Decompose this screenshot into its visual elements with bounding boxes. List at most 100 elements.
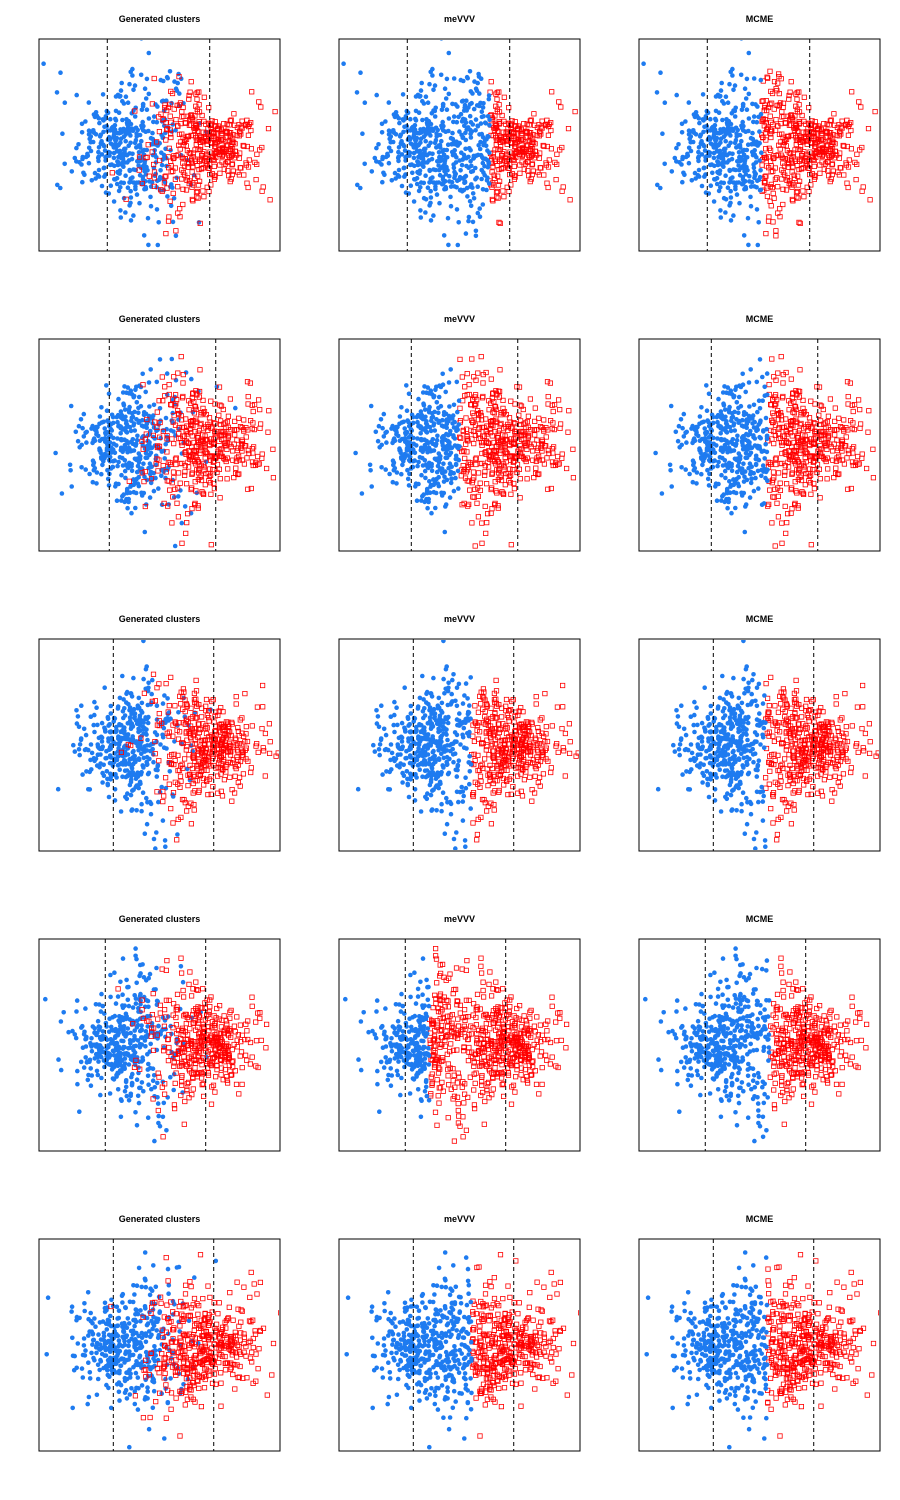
data-point-cluster-1 bbox=[125, 160, 130, 165]
data-point-cluster-1 bbox=[105, 467, 110, 473]
data-point-cluster-2 bbox=[179, 395, 186, 401]
data-point-cluster-2 bbox=[151, 75, 157, 82]
data-point-cluster-1 bbox=[96, 167, 102, 173]
data-point-cluster-2 bbox=[768, 169, 774, 175]
data-point-cluster-2 bbox=[768, 119, 774, 125]
data-point-cluster-2 bbox=[853, 459, 859, 466]
data-point-cluster-1 bbox=[142, 162, 147, 168]
data-point-cluster-2 bbox=[552, 401, 558, 408]
data-point-cluster-1 bbox=[442, 529, 448, 535]
data-point-cluster-2 bbox=[780, 380, 786, 386]
data-point-cluster-2 bbox=[493, 453, 499, 459]
data-point-cluster-1 bbox=[477, 132, 482, 137]
data-point-cluster-2 bbox=[140, 446, 146, 452]
data-point-cluster-1 bbox=[426, 118, 432, 124]
data-point-cluster-2 bbox=[776, 470, 782, 476]
data-point-cluster-2 bbox=[547, 380, 554, 386]
data-point-cluster-2 bbox=[493, 391, 500, 397]
data-point-cluster-2 bbox=[494, 89, 500, 96]
data-point-cluster-2 bbox=[171, 106, 177, 112]
data-point-cluster-1 bbox=[404, 408, 410, 414]
data-point-cluster-2 bbox=[773, 228, 779, 234]
data-point-cluster-1 bbox=[725, 385, 731, 390]
data-point-cluster-2 bbox=[535, 445, 541, 451]
data-point-cluster-1 bbox=[143, 450, 149, 456]
data-point-cluster-2 bbox=[811, 163, 817, 169]
data-point-cluster-2 bbox=[522, 420, 529, 426]
data-point-cluster-2 bbox=[469, 480, 475, 486]
data-point-cluster-1 bbox=[701, 165, 707, 171]
data-point-cluster-2 bbox=[194, 128, 201, 134]
data-point-cluster-2 bbox=[808, 182, 814, 188]
data-point-cluster-2 bbox=[483, 449, 489, 455]
data-point-cluster-2 bbox=[779, 460, 785, 467]
data-point-cluster-2 bbox=[500, 461, 507, 467]
data-point-cluster-1 bbox=[128, 188, 133, 194]
data-point-cluster-1 bbox=[763, 415, 769, 421]
data-point-cluster-1 bbox=[739, 138, 744, 144]
data-point-cluster-1 bbox=[720, 98, 725, 104]
data-point-cluster-2 bbox=[155, 468, 161, 474]
data-point-cluster-1 bbox=[418, 136, 424, 141]
data-point-cluster-1 bbox=[750, 136, 756, 142]
data-point-cluster-2 bbox=[222, 456, 228, 463]
data-point-cluster-2 bbox=[806, 188, 812, 195]
data-point-cluster-2 bbox=[194, 188, 200, 195]
data-point-cluster-2 bbox=[243, 443, 249, 449]
data-point-cluster-2 bbox=[825, 466, 831, 472]
data-point-cluster-1 bbox=[722, 149, 727, 154]
data-point-cluster-2 bbox=[109, 170, 115, 176]
data-point-cluster-1 bbox=[430, 66, 435, 72]
data-point-cluster-1 bbox=[449, 149, 455, 155]
data-point-cluster-2 bbox=[836, 155, 843, 161]
data-point-cluster-2 bbox=[235, 445, 241, 451]
data-point-cluster-2 bbox=[482, 469, 488, 475]
data-point-cluster-1 bbox=[106, 391, 112, 397]
data-point-cluster-1 bbox=[466, 218, 471, 224]
data-point-cluster-2 bbox=[811, 441, 818, 447]
data-point-cluster-1 bbox=[418, 431, 424, 436]
data-point-cluster-1 bbox=[406, 391, 412, 397]
data-point-cluster-2 bbox=[218, 453, 224, 459]
data-point-cluster-1 bbox=[120, 154, 126, 160]
data-point-cluster-1 bbox=[759, 467, 764, 473]
data-point-cluster-2 bbox=[841, 172, 847, 178]
data-point-cluster-2 bbox=[818, 421, 824, 428]
data-point-cluster-1 bbox=[111, 132, 117, 137]
data-point-cluster-1 bbox=[132, 83, 138, 88]
data-point-cluster-2 bbox=[779, 114, 785, 120]
data-point-cluster-2 bbox=[190, 198, 196, 204]
data-point-cluster-1 bbox=[394, 481, 399, 486]
data-point-cluster-2 bbox=[208, 425, 214, 431]
data-point-cluster-2 bbox=[491, 502, 498, 508]
data-point-cluster-2 bbox=[780, 160, 786, 166]
data-point-cluster-1 bbox=[134, 457, 139, 463]
data-point-cluster-2 bbox=[183, 187, 190, 193]
data-point-cluster-2 bbox=[464, 370, 470, 377]
data-point-cluster-2 bbox=[530, 448, 536, 454]
data-point-cluster-2 bbox=[161, 180, 167, 186]
data-point-cluster-1 bbox=[177, 91, 182, 96]
data-point-cluster-2 bbox=[500, 490, 506, 496]
data-point-cluster-2 bbox=[777, 435, 784, 442]
data-point-cluster-2 bbox=[803, 470, 809, 477]
data-point-cluster-2 bbox=[181, 139, 187, 145]
data-point-cluster-2 bbox=[545, 486, 551, 492]
data-point-cluster-2 bbox=[143, 431, 149, 437]
data-point-cluster-2 bbox=[197, 220, 203, 226]
data-point-cluster-1 bbox=[751, 119, 756, 125]
data-point-cluster-2 bbox=[851, 444, 857, 450]
data-point-cluster-1 bbox=[729, 468, 735, 474]
data-point-cluster-2 bbox=[176, 425, 182, 431]
data-point-cluster-2 bbox=[241, 428, 247, 434]
data-point-cluster-2 bbox=[142, 503, 148, 510]
data-point-cluster-1 bbox=[90, 440, 95, 446]
data-point-cluster-1 bbox=[699, 152, 705, 157]
data-point-cluster-1 bbox=[762, 456, 767, 461]
data-point-cluster-1 bbox=[341, 61, 346, 66]
data-point-cluster-1 bbox=[97, 120, 102, 126]
data-point-cluster-2 bbox=[191, 410, 197, 416]
data-point-cluster-1 bbox=[418, 180, 424, 185]
data-point-cluster-2 bbox=[790, 418, 796, 424]
data-point-cluster-1 bbox=[110, 464, 116, 470]
